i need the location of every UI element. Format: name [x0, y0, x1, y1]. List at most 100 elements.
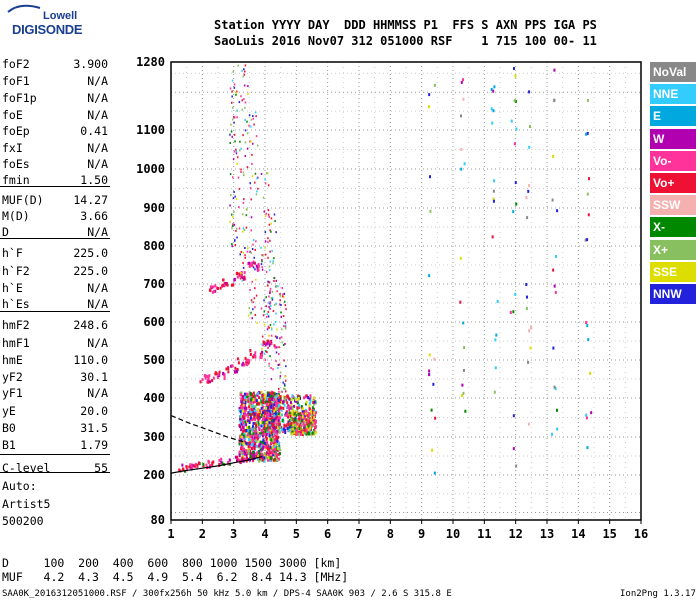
- echo-point: [217, 373, 220, 377]
- echo-point: [241, 99, 244, 102]
- echo-point: [229, 220, 231, 223]
- echo-point: [247, 415, 250, 419]
- echo-point: [255, 294, 258, 297]
- echo-point: [242, 171, 245, 174]
- noise-point: [528, 329, 531, 333]
- param-value: N/A: [87, 336, 108, 350]
- echo-point: [244, 277, 247, 281]
- echo-point: [264, 441, 267, 445]
- echo-point: [251, 175, 254, 178]
- echo-point: [236, 227, 238, 230]
- echo-point: [266, 412, 269, 416]
- echo-point: [264, 428, 267, 432]
- x-tick-label: 8: [387, 527, 394, 541]
- noise-point: [554, 387, 557, 391]
- echo-point: [264, 215, 267, 218]
- echo-point: [287, 422, 290, 426]
- echo-point: [268, 451, 271, 455]
- echo-point: [271, 423, 274, 427]
- param-value: N/A: [87, 74, 108, 88]
- echo-point: [278, 425, 281, 429]
- echo-point: [252, 395, 255, 399]
- echo-point: [251, 425, 254, 429]
- echo-point: [255, 429, 258, 433]
- param-value: 20.0: [80, 404, 108, 418]
- echo-point: [292, 410, 295, 414]
- echo-point: [207, 377, 210, 381]
- echo-point: [283, 325, 285, 328]
- echo-point: [242, 75, 245, 78]
- echo-point: [275, 399, 278, 403]
- echo-point: [238, 406, 241, 410]
- echo-point: [273, 409, 276, 413]
- noise-point: [494, 366, 497, 370]
- echo-point: [259, 402, 262, 406]
- echo-point: [272, 262, 274, 265]
- echo-point: [273, 213, 276, 216]
- noise-point: [587, 338, 590, 342]
- echo-point: [273, 426, 276, 430]
- noise-point: [586, 324, 589, 328]
- legend-noval: NoVal: [650, 62, 696, 82]
- echo-point: [314, 419, 317, 423]
- echo-point: [241, 108, 244, 111]
- noise-point: [585, 416, 588, 420]
- echo-point: [312, 396, 315, 400]
- noise-point: [428, 93, 431, 97]
- echo-point: [252, 301, 255, 304]
- echo-point: [221, 284, 224, 288]
- echo-point: [283, 359, 285, 362]
- echo-point: [226, 283, 229, 287]
- echo-point: [275, 302, 277, 305]
- echo-point: [309, 426, 312, 430]
- param-yf2: yF2 30.1: [2, 370, 108, 384]
- echo-point: [301, 422, 304, 426]
- echo-point: [271, 328, 273, 331]
- noise-point: [590, 411, 593, 415]
- echo-point: [308, 404, 311, 408]
- echo-point: [236, 162, 238, 165]
- echo-point: [285, 398, 288, 402]
- echo-point: [274, 397, 277, 401]
- echo-point: [265, 350, 267, 353]
- echo-point: [229, 204, 231, 207]
- echo-point: [262, 314, 265, 317]
- echo-point: [262, 441, 265, 445]
- echo-point: [237, 176, 240, 179]
- noise-point: [585, 321, 588, 325]
- echo-point: [307, 428, 310, 432]
- echo-point: [254, 400, 257, 404]
- noise-point: [463, 162, 466, 166]
- echo-point: [269, 417, 272, 421]
- echo-point: [254, 452, 257, 456]
- echo-point: [302, 417, 305, 421]
- echo-point: [274, 219, 276, 222]
- noise-point: [429, 209, 432, 213]
- echo-point: [260, 458, 263, 462]
- echo-point: [276, 336, 278, 339]
- echo-point: [280, 408, 283, 412]
- echo-point: [245, 360, 248, 364]
- echo-point: [269, 410, 272, 414]
- echo-point: [225, 281, 228, 285]
- noise-point: [428, 274, 431, 278]
- param-foep: foEp 0.41: [2, 124, 108, 138]
- echo-point: [240, 168, 242, 171]
- echo-point: [243, 98, 245, 101]
- param-value: N/A: [87, 297, 108, 311]
- echo-point: [305, 428, 308, 432]
- noise-point: [462, 97, 465, 101]
- echo-point: [265, 442, 268, 446]
- echo-point: [244, 154, 247, 157]
- echo-point: [255, 444, 258, 448]
- echo-point: [238, 442, 241, 446]
- echo-point: [292, 422, 295, 426]
- noise-point: [556, 209, 559, 213]
- echo-point: [261, 348, 263, 351]
- echo-point: [284, 428, 287, 432]
- noise-point: [552, 346, 555, 350]
- echo-point: [311, 421, 314, 425]
- echo-point: [248, 437, 251, 441]
- echo-point: [222, 371, 225, 375]
- echo-point: [243, 73, 246, 76]
